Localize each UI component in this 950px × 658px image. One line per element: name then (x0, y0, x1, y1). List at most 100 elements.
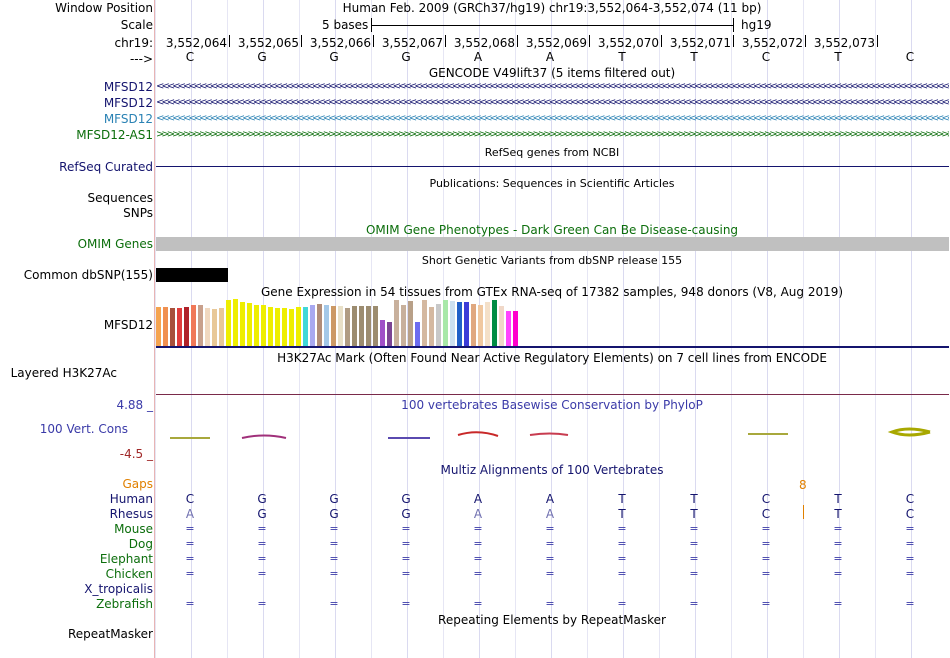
gtex-tissue-bar[interactable] (422, 300, 427, 346)
gtex-tissue-bar[interactable] (170, 308, 175, 346)
gtex-tissue-bar[interactable] (205, 308, 210, 346)
gtex-tissue-bar[interactable] (513, 311, 518, 346)
gtex-tissue-bar[interactable] (506, 311, 511, 346)
gtex-tissue-bar[interactable] (240, 302, 245, 346)
species-label[interactable]: Human (109, 492, 153, 506)
alignment-match: = (617, 567, 627, 580)
dbsnp-variant-block[interactable] (156, 268, 228, 282)
gtex-tissue-bar[interactable] (457, 302, 462, 346)
refseq-label[interactable]: RefSeq Curated (59, 160, 153, 174)
coordinate-tick-mark (301, 35, 302, 47)
alignment-match: = (473, 537, 483, 550)
gtex-tissue-bar[interactable] (429, 307, 434, 346)
gtex-tissue-bar[interactable] (331, 306, 336, 346)
omim-label[interactable]: OMIM Genes (77, 237, 153, 251)
gtex-tissue-bar[interactable] (387, 322, 392, 346)
species-label[interactable]: Mouse (114, 522, 153, 536)
conservation-label[interactable]: 100 Vert. Cons (39, 422, 128, 436)
gtex-tissue-bar[interactable] (366, 306, 371, 346)
gencode-gene-label[interactable]: MFSD12 (103, 112, 153, 126)
gtex-tissue-bar[interactable] (492, 300, 497, 346)
refseq-gene-line[interactable] (156, 166, 949, 167)
gtex-tissue-bar[interactable] (303, 307, 308, 346)
gtex-tissue-bar[interactable] (219, 308, 224, 346)
gtex-tissue-bar[interactable] (198, 305, 203, 346)
h3k27ac-label[interactable]: Layered H3K27Ac (10, 366, 117, 380)
gtex-tissue-bar[interactable] (352, 306, 357, 346)
gtex-tissue-bar[interactable] (394, 300, 399, 346)
gencode-gene-line[interactable]: <<<<<<<<<<<<<<<<<<<<<<<<<<<<<<<<<<<<<<<<… (156, 113, 949, 124)
gtex-tissue-bar[interactable] (282, 308, 287, 346)
h3k27ac-title: H3K27Ac Mark (Often Found Near Active Re… (277, 351, 827, 365)
repeatmasker-label[interactable]: RepeatMasker (67, 627, 153, 641)
gtex-tissue-bar[interactable] (443, 300, 448, 346)
alignment-base: G (329, 492, 339, 506)
gtex-tissue-bar[interactable] (310, 305, 315, 346)
conservation-plot[interactable] (156, 420, 949, 450)
gencode-gene-line[interactable]: <<<<<<<<<<<<<<<<<<<<<<<<<<<<<<<<<<<<<<<<… (156, 97, 949, 108)
species-label[interactable]: Chicken (105, 567, 153, 581)
gtex-tissue-bar[interactable] (177, 308, 182, 346)
gtex-tissue-bar[interactable] (373, 306, 378, 346)
gtex-tissue-bar[interactable] (226, 300, 231, 346)
gtex-tissue-bar[interactable] (464, 302, 469, 346)
gtex-tissue-bar[interactable] (184, 307, 189, 346)
gencode-gene-label[interactable]: MFSD12 (103, 96, 153, 110)
gencode-gene-line[interactable]: <<<<<<<<<<<<<<<<<<<<<<<<<<<<<<<<<<<<<<<<… (156, 81, 949, 92)
cons-segment (241, 434, 287, 439)
gtex-tissue-bar[interactable] (338, 306, 343, 346)
gtex-tissue-bar[interactable] (268, 307, 273, 346)
gtex-tissue-bar[interactable] (296, 307, 301, 346)
alignment-match: = (401, 597, 411, 610)
gtex-tissue-bar[interactable] (324, 305, 329, 346)
gtex-tissue-bar[interactable] (212, 309, 217, 346)
gencode-gene-label[interactable]: MFSD12 (103, 80, 153, 94)
gtex-tissue-bar[interactable] (254, 305, 259, 346)
gtex-tissue-bar[interactable] (247, 303, 252, 346)
gtex-tissue-bar[interactable] (359, 306, 364, 346)
coordinate-tick-label: 3,552,064 (165, 36, 227, 50)
gtex-tissue-bar[interactable] (450, 301, 455, 346)
gencode-title: GENCODE V49lift37 (5 items filtered out) (428, 66, 676, 80)
gtex-tissue-bar[interactable] (261, 305, 266, 346)
gtex-label[interactable]: MFSD12 (103, 318, 153, 332)
gtex-tissue-bar[interactable] (289, 309, 294, 346)
gtex-tissue-bar[interactable] (345, 308, 350, 346)
gencode-gene-line[interactable]: >>>>>>>>>>>>>>>>>>>>>>>>>>>>>>>>>>>>>>>>… (156, 129, 949, 140)
sequence-base: C (185, 50, 195, 64)
dbsnp-label[interactable]: Common dbSNP(155) (23, 268, 153, 282)
gtex-tissue-bar[interactable] (436, 304, 441, 346)
publications-label-sequences[interactable]: Sequences (87, 191, 153, 205)
alignment-match: = (329, 537, 339, 550)
coordinate-tick-label: 3,552,072 (741, 36, 803, 50)
species-label[interactable]: Elephant (99, 552, 153, 566)
gencode-gene-label[interactable]: MFSD12-AS1 (76, 128, 153, 142)
gtex-tissue-bar[interactable] (401, 305, 406, 346)
alignment-base: T (834, 507, 842, 521)
gtex-tissue-bar[interactable] (485, 302, 490, 346)
species-label[interactable]: Zebrafish (96, 597, 153, 611)
gtex-tissue-bar[interactable] (478, 305, 483, 346)
repeatmasker-title: Repeating Elements by RepeatMasker (438, 613, 666, 627)
gtex-tissue-bar[interactable] (408, 301, 413, 346)
gtex-gene-line (156, 346, 949, 348)
coordinate-tick-mark (805, 35, 806, 47)
gtex-tissue-bar[interactable] (499, 306, 504, 346)
gtex-tissue-bar[interactable] (275, 308, 280, 346)
omim-gene-bar[interactable] (156, 237, 949, 251)
gtex-tissue-bar[interactable] (163, 307, 168, 346)
gtex-tissue-bar[interactable] (156, 307, 161, 346)
species-label[interactable]: Dog (128, 537, 153, 551)
gtex-tissue-bar[interactable] (380, 320, 385, 346)
species-label[interactable]: Rhesus (109, 507, 153, 521)
alignment-match: = (545, 537, 555, 550)
gtex-tissue-bar[interactable] (471, 304, 476, 346)
gtex-tissue-bar[interactable] (317, 304, 322, 346)
gtex-tissue-bar[interactable] (233, 299, 238, 346)
sequence-base: G (329, 50, 339, 64)
gtex-tissue-bar[interactable] (191, 305, 196, 346)
species-label[interactable]: X_tropicalis (84, 582, 153, 596)
publications-label-snps[interactable]: SNPs (123, 206, 153, 220)
gtex-tissue-bar[interactable] (415, 322, 420, 346)
